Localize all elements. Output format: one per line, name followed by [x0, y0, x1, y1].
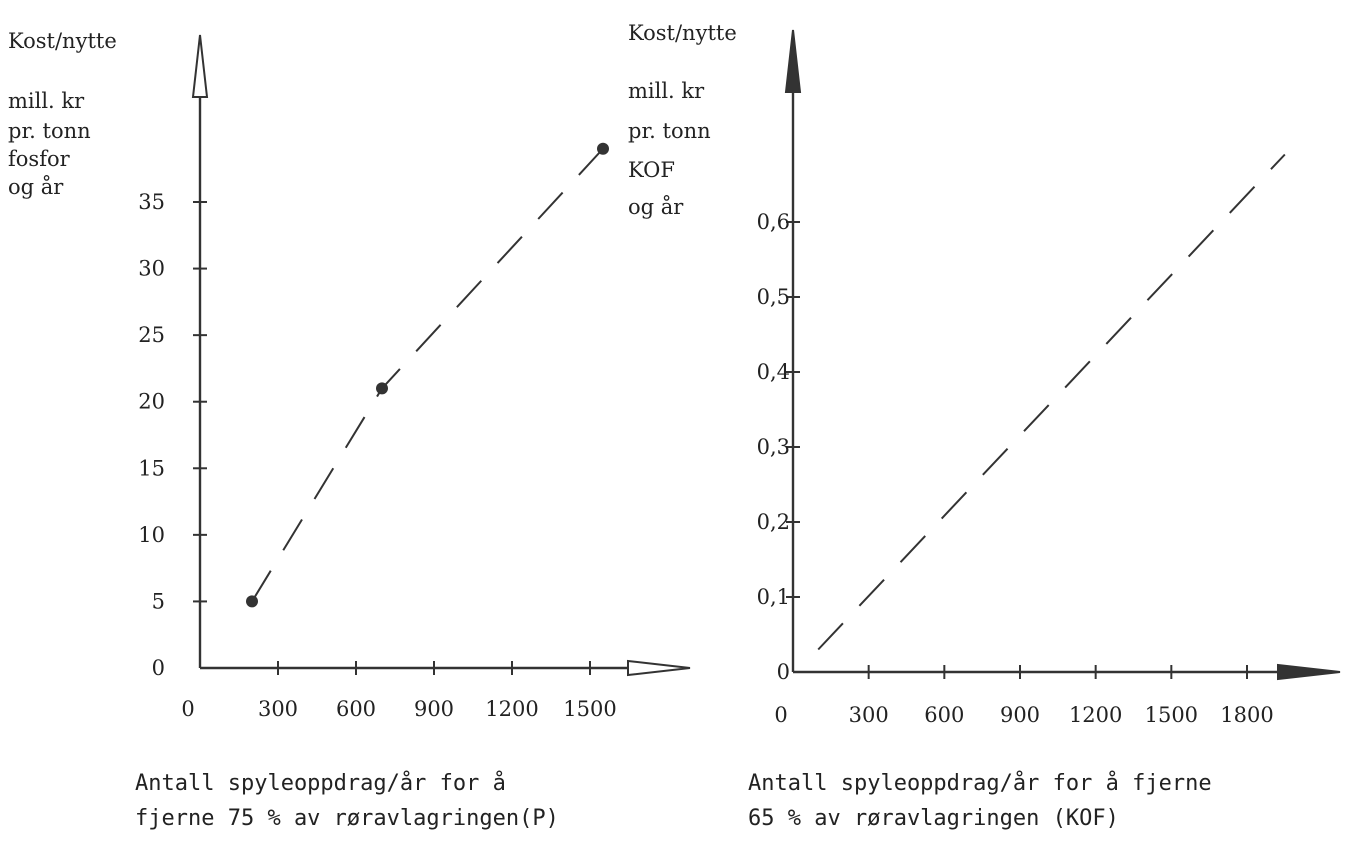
- right-x-tick-label: 1500: [1145, 703, 1198, 727]
- left-x-tick-label: 300: [258, 697, 298, 721]
- left-y-tick-label: 15: [138, 456, 165, 480]
- right-y-tick-label: 0,3: [757, 435, 790, 459]
- left-y-tick-label: 30: [138, 257, 165, 281]
- left-y-tick-label: 20: [138, 390, 165, 414]
- left-y-tick-label: 25: [138, 323, 165, 347]
- right-x-tick-label: 600: [924, 703, 964, 727]
- right-y-tick-label: 0,4: [757, 360, 790, 384]
- right-x-tick-label: 1200: [1069, 703, 1122, 727]
- right-y-tick-label: 0,5: [757, 285, 790, 309]
- right-y-axis-label: mill. kr: [628, 79, 705, 103]
- left-x-tick-label: 0: [181, 697, 194, 721]
- left-y-axis-label: mill. kr: [8, 89, 85, 113]
- right-x-tick-label: 1800: [1220, 703, 1273, 727]
- left-x-tick-label: 900: [414, 697, 454, 721]
- right-y-axis-label: og år: [628, 195, 684, 219]
- left-x-tick-label: 600: [336, 697, 376, 721]
- right-y-tick-label: 0: [777, 660, 790, 684]
- left-data-point: [376, 382, 388, 395]
- left-y-tick-label: 5: [152, 589, 165, 613]
- right-x-axis-label: 65 % av røravlagringen (KOF): [748, 806, 1119, 831]
- left-y-axis-label: og år: [8, 175, 64, 199]
- left-y-axis-label: pr. tonn: [8, 119, 91, 143]
- right-x-axis-arrow: [1277, 663, 1341, 681]
- left-series-line: [251, 148, 604, 602]
- right-series-line: [817, 153, 1286, 651]
- left-data-point: [246, 595, 258, 608]
- left-x-tick-label: 1500: [563, 697, 616, 721]
- left-y-tick-label: 0: [152, 656, 165, 680]
- right-x-tick-label: 900: [1000, 703, 1040, 727]
- left-x-axis-label: fjerne 75 % av røravlagringen(P): [135, 806, 559, 831]
- right-y-tick-label: 0,6: [757, 210, 790, 234]
- right-x-axis-label: Antall spyleoppdrag/år for å fjerne: [748, 770, 1212, 796]
- right-y-axis-arrow: [784, 29, 802, 93]
- right-y-axis-label: pr. tonn: [628, 119, 711, 143]
- left-x-axis-label: Antall spyleoppdrag/år for å: [135, 770, 506, 796]
- left-y-tick-label: 10: [138, 523, 165, 547]
- right-y-tick-label: 0,2: [757, 510, 790, 534]
- left-y-axis-label: fosfor: [8, 147, 71, 171]
- left-y-axis-arrow: [191, 34, 209, 98]
- left-x-axis-arrow: [627, 659, 691, 677]
- right-chart: [784, 29, 1341, 681]
- left-y-axis-label: Kost/nytte: [8, 29, 117, 53]
- left-y-tick-label: 35: [138, 190, 165, 214]
- right-y-tick-label: 0,1: [757, 585, 790, 609]
- right-x-tick-label: 300: [849, 703, 889, 727]
- right-x-tick-label: 0: [774, 703, 787, 727]
- left-data-point: [597, 142, 609, 155]
- left-x-tick-label: 1200: [485, 697, 538, 721]
- right-y-axis-label: KOF: [628, 158, 675, 182]
- right-y-axis-label: Kost/nytte: [628, 21, 737, 45]
- left-chart: [191, 34, 691, 677]
